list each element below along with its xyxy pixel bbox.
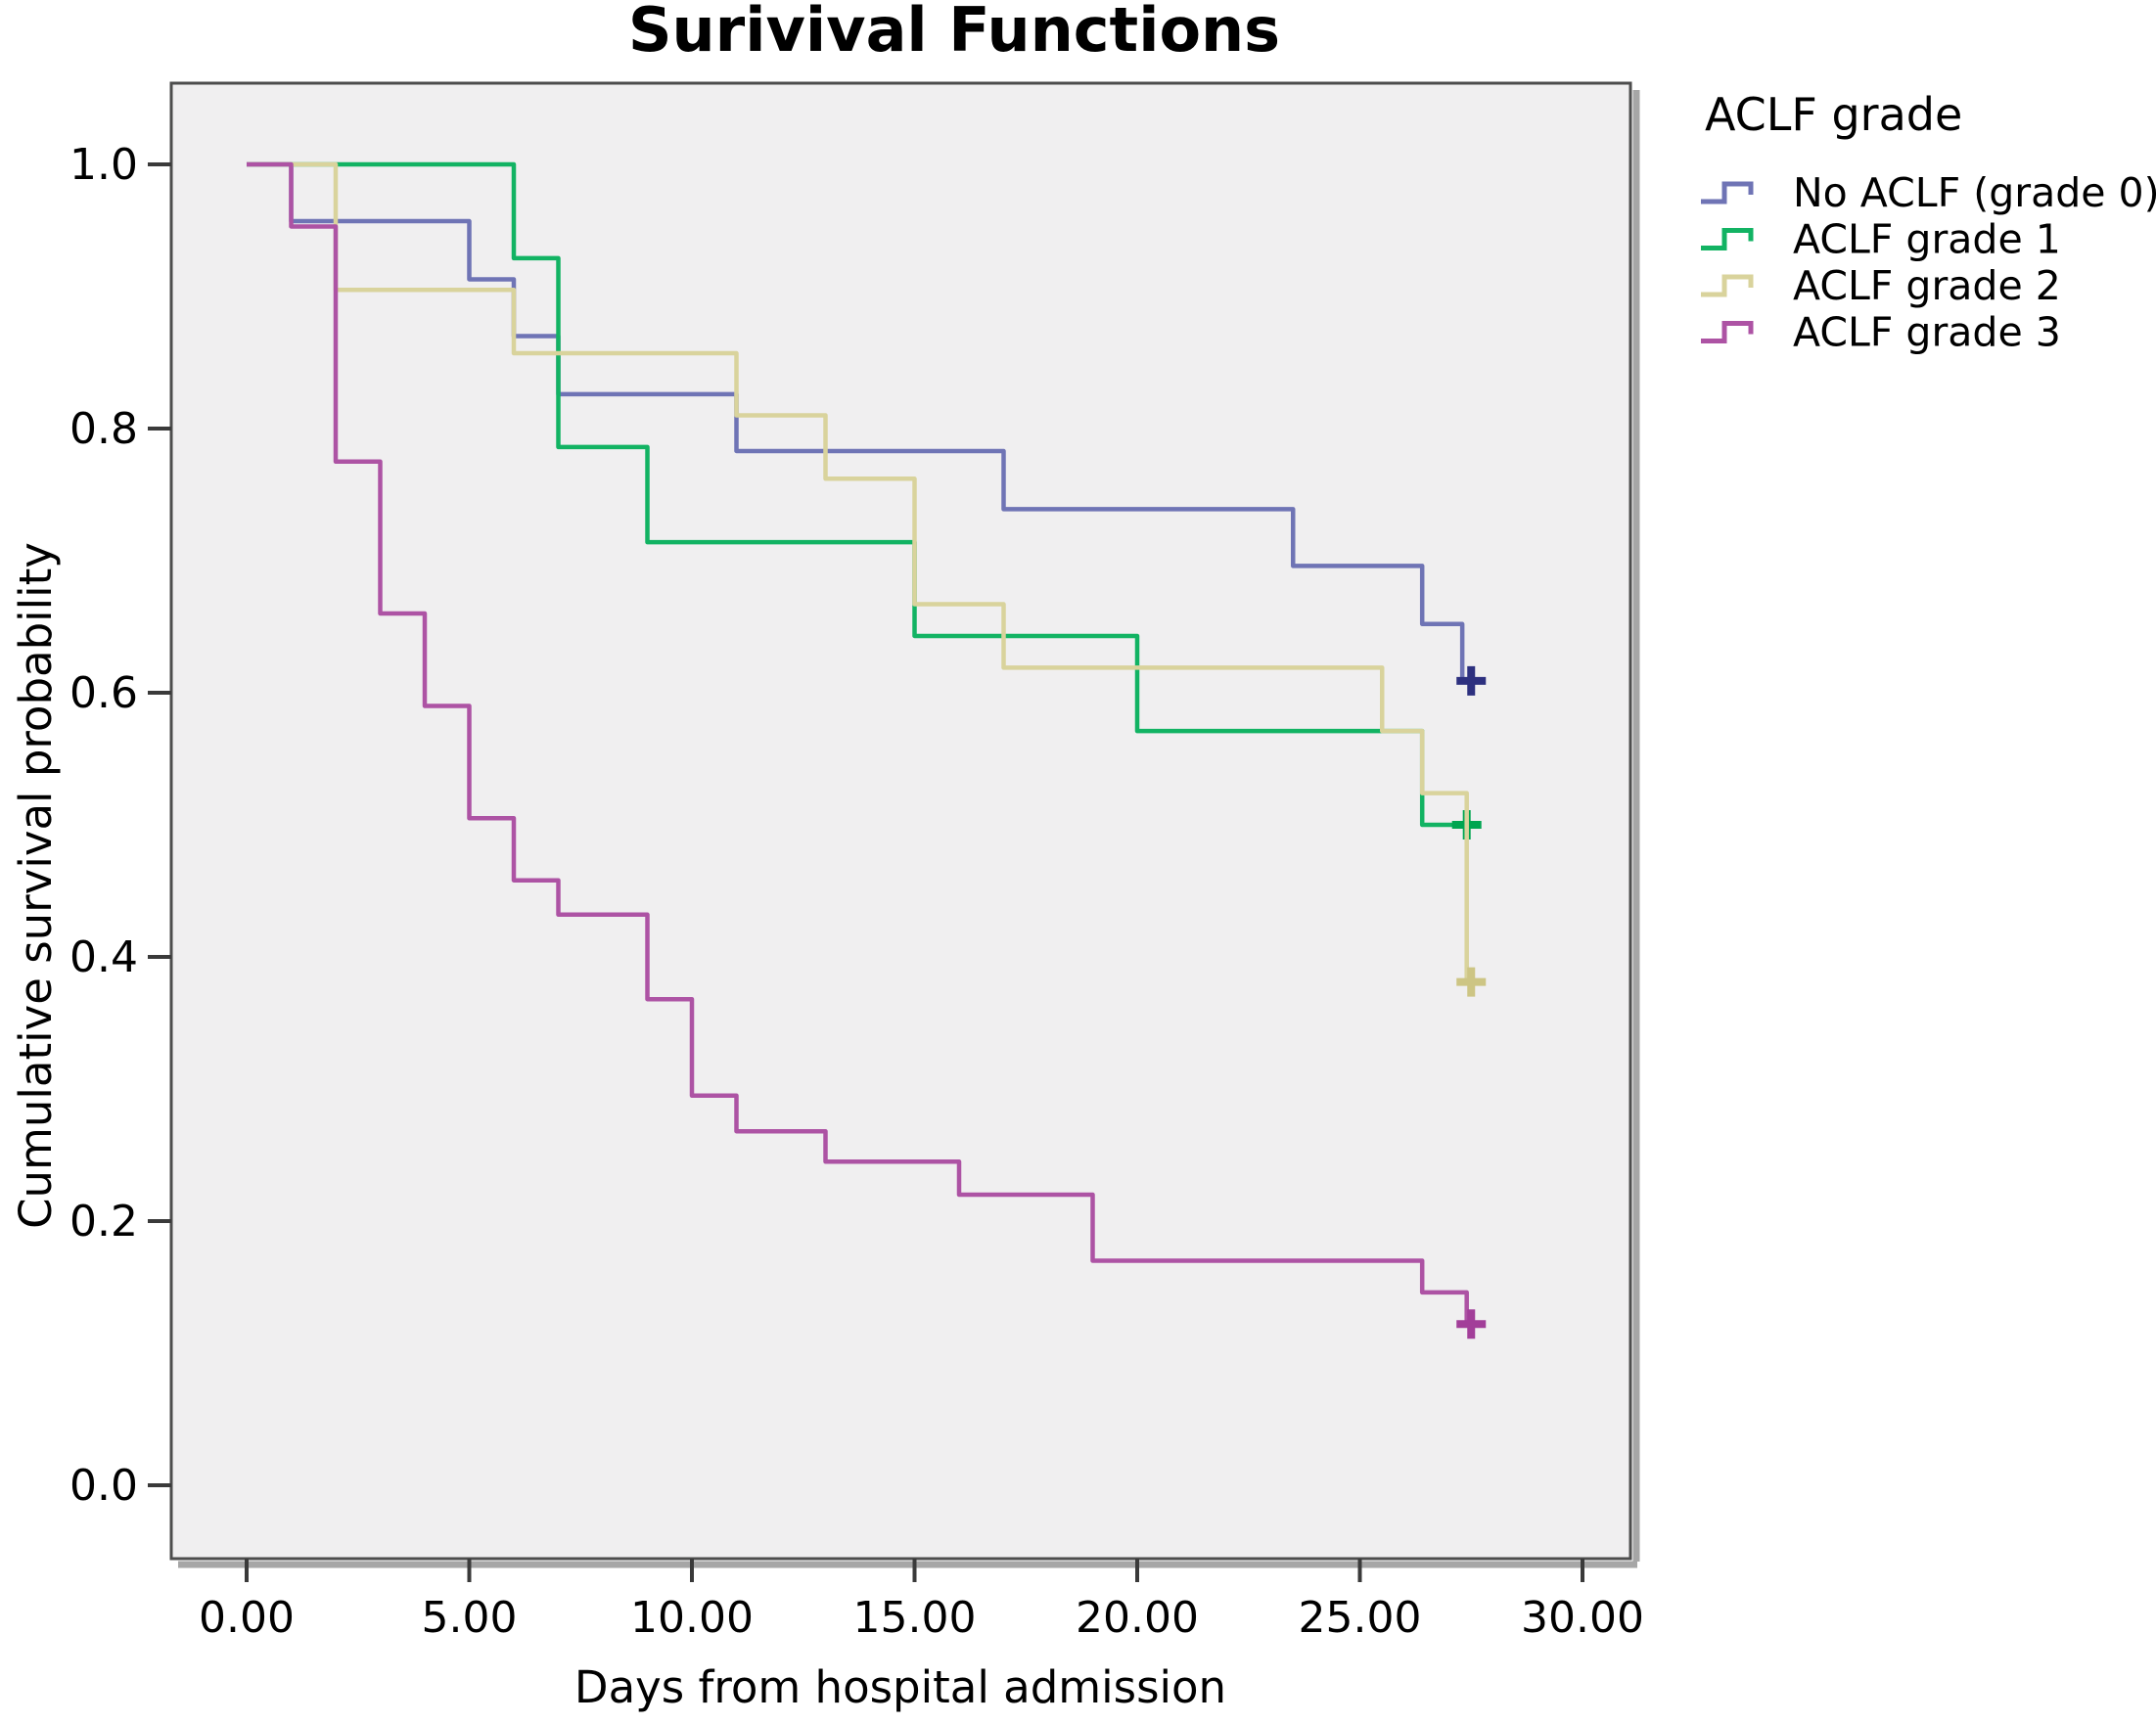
y-tick-label: 0.4 (69, 932, 138, 982)
x-axis-title: Days from hospital admission (574, 1661, 1226, 1713)
legend-label: ACLF grade 2 (1793, 262, 2061, 309)
y-axis: 0.0 0.2 0.4 0.6 0.8 1.0 (69, 140, 171, 1511)
legend-swatch-step-line (1701, 181, 1754, 204)
x-tick-label: 20.00 (1076, 1593, 1199, 1643)
legend-swatch-step-line (1701, 321, 1754, 343)
y-tick-label: 0.0 (69, 1461, 138, 1511)
x-tick-label: 0.00 (199, 1593, 295, 1643)
x-tick-label: 10.00 (630, 1593, 754, 1643)
y-axis-title: Cumulative survival probability (10, 542, 62, 1229)
survival-curve-2 (247, 161, 1472, 984)
survival-curve-0 (247, 161, 1472, 684)
x-tick-label: 5.00 (422, 1593, 518, 1643)
legend-swatch-step-line (1701, 228, 1754, 250)
survival-curve-3 (247, 161, 1472, 1327)
survival-curve-1 (247, 161, 1467, 828)
x-tick-label: 15.00 (853, 1593, 977, 1643)
y-tick-label: 0.6 (69, 668, 138, 718)
y-tick-label: 0.2 (69, 1197, 138, 1247)
x-tick-label: 30.00 (1521, 1593, 1644, 1643)
legend-label: No ACLF (grade 0) (1793, 169, 2156, 216)
legend: ACLF grade No ACLF (grade 0)ACLF grade 1… (1701, 88, 2156, 356)
legend-label: ACLF grade 1 (1793, 216, 2061, 263)
legend-swatch-step-line (1701, 274, 1754, 297)
y-tick-label: 1.0 (69, 140, 138, 190)
chart-title: Surivival Functions (628, 0, 1280, 66)
legend-title: ACLF grade (1705, 88, 1962, 141)
x-axis: 0.00 5.00 10.00 15.00 20.00 25.00 30.00 (199, 1559, 1644, 1643)
legend-label: ACLF grade 3 (1793, 309, 2061, 356)
x-tick-label: 25.00 (1299, 1593, 1422, 1643)
survival-curves (247, 161, 1487, 1339)
y-tick-label: 0.8 (69, 404, 138, 454)
plot-area (169, 81, 1632, 1561)
